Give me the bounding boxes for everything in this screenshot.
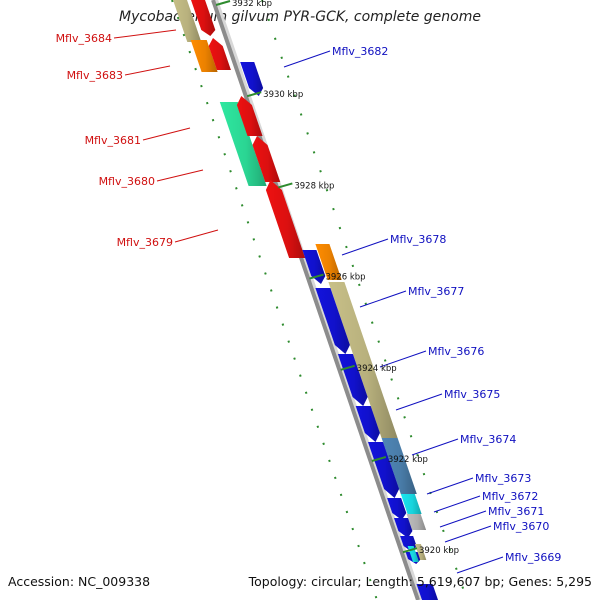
gene-block-3672-grey (406, 514, 427, 530)
axis-tick-label-3930: 3930 kbp (263, 90, 303, 100)
axis-tick-mark-3926 (309, 273, 324, 280)
gene-label-mflv-3672-leader (433, 495, 481, 513)
gene-block-3681-teal (219, 102, 267, 186)
gene-label-mflv-3679: Mflv_3679 (117, 236, 173, 249)
gene-block-3681 (236, 96, 263, 136)
gene-block-3678-orange (315, 244, 342, 280)
gene-block-3669 (416, 584, 438, 600)
gene-label-mflv-3674-leader (411, 438, 459, 456)
gene-block-3677-olive (328, 282, 398, 438)
gene-label-mflv-3679-leader (174, 229, 219, 243)
gene-block-3682 (240, 62, 264, 96)
axis-tick-label-3932: 3932 kbp (232, 0, 272, 9)
gene-label-mflv-3673-leader (426, 477, 474, 495)
axis-tick-mark-3932 (215, 0, 231, 6)
gene-block-3669-olive (414, 544, 427, 560)
axis-tick-label-3928: 3928 kbp (294, 181, 334, 191)
gene-label-mflv-3670-leader (444, 525, 492, 543)
gene-label-mflv-3680-leader (156, 169, 204, 182)
gene-label-mflv-3669-leader (456, 556, 504, 574)
axis-tick-mark-3924 (340, 364, 355, 371)
gene-label-mflv-3676: Mflv_3676 (428, 345, 484, 358)
accession-text: Accession: NC_009338 (8, 574, 151, 589)
gene-block-3674-steel (381, 438, 417, 494)
axis-tick-label-3924: 3924 kbp (357, 364, 397, 374)
gene-label-mflv-3684-leader (113, 29, 177, 39)
gene-label-mflv-3669: Mflv_3669 (505, 551, 561, 564)
gene-block-3672 (394, 518, 413, 538)
gene-block-3684 (191, 0, 216, 36)
gene-label-mflv-3677-leader (359, 290, 407, 308)
axis-tick-label-3926: 3926 kbp (326, 273, 366, 283)
axis-tick-mark-3928 (278, 182, 293, 189)
gene-block-3679 (265, 180, 306, 258)
gene-label-mflv-3675: Mflv_3675 (444, 388, 500, 401)
gene-label-mflv-3671-leader (439, 510, 487, 528)
gene-block-3673 (387, 498, 407, 520)
gene-block-3683-orange (190, 40, 218, 72)
axis-tick-mark-3922 (371, 456, 387, 462)
gene-label-mflv-3676-leader (379, 350, 427, 368)
gene-block-3676 (337, 354, 368, 406)
axis-tick-label-3922: 3922 kbp (388, 455, 428, 465)
label-leaders (113, 29, 504, 574)
gene-block-3680 (252, 136, 281, 182)
gene-label-mflv-3675-leader (395, 393, 443, 411)
gene-block-3674 (368, 442, 400, 498)
gene-label-mflv-3674: Mflv_3674 (460, 433, 516, 446)
gene-label-mflv-3682: Mflv_3682 (332, 45, 388, 58)
gene-label-mflv-3683-leader (124, 65, 171, 76)
axis-tick-label-3920: 3920 kbp (419, 546, 459, 556)
gene-block-3684-olive (173, 0, 202, 42)
gene-label-mflv-3678-leader (341, 238, 389, 256)
axis-tick-mark-3930 (246, 91, 262, 98)
gene-block-3683 (208, 38, 231, 70)
axis-ticks: 3932 kbp 3930 kbp 3928 kbp 3926 kbp 3924 kbp… (215, 0, 459, 556)
gene-label-mflv-3682-leader (283, 50, 331, 68)
gene-label-mflv-3683: Mflv_3683 (67, 69, 123, 82)
gene-block-3675 (355, 406, 380, 442)
axis-tick-mark-3920 (402, 547, 418, 554)
gene-label-mflv-3671: Mflv_3671 (488, 505, 544, 518)
genome-backbone (211, 0, 420, 600)
gene-block-3673-cyan (400, 494, 422, 514)
gene-label-mflv-3673: Mflv_3673 (475, 472, 531, 485)
gene-label-mflv-3681-leader (142, 127, 191, 141)
gene-block-3677 (315, 288, 350, 354)
gene-label-mflv-3678: Mflv_3678 (390, 233, 446, 246)
gene-label-mflv-3670: Mflv_3670 (493, 520, 549, 533)
gene-label-mflv-3684: Mflv_3684 (56, 32, 112, 45)
gene-label-mflv-3681: Mflv_3681 (85, 134, 141, 147)
gene-label-mflv-3680: Mflv_3680 (99, 175, 155, 188)
gene-features (173, 0, 438, 600)
gene-label-mflv-3677: Mflv_3677 (408, 285, 464, 298)
gene-labels: Mflv_3684 Mflv_3683 Mflv_3681 Mflv_3680 Mflv… (56, 32, 562, 564)
gene-label-mflv-3672: Mflv_3672 (482, 490, 538, 503)
genome-summary-text: Topology: circular; Length: 5,619,607 bp… (248, 574, 592, 589)
